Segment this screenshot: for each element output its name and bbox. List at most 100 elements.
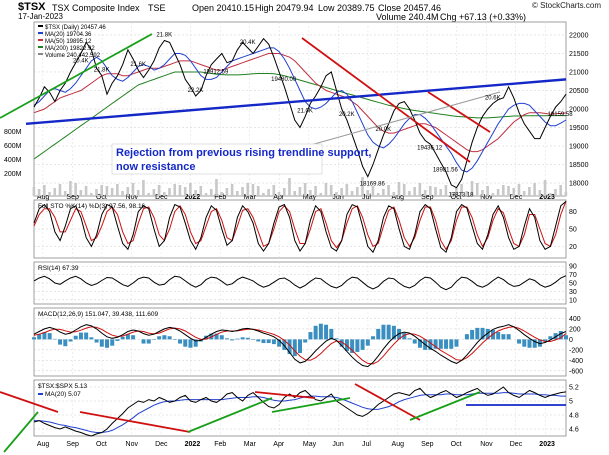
volume-bar [465,191,469,196]
panel-frame-4 [33,379,567,437]
macd-histogram-bar [313,325,318,340]
y-tick-label: 50 [569,227,577,234]
x-month-label: May [303,194,317,201]
macd-histogram-bar [178,339,183,344]
price-annotation: 20.2K [339,112,355,118]
price-annotation: 21.6K [130,62,146,68]
volume-bar [69,181,72,196]
price-legend-item: $TSX (Daily) 20457.46 [45,25,106,31]
macd-histogram-bar [548,336,553,340]
price-annotation: 18169.86 [360,182,386,188]
y-tick-label: 70 [569,272,577,279]
volume-bar [554,189,557,196]
volume-tick-label: 200M [4,171,22,178]
y-tick-label: -200 [569,347,583,354]
x-month-label: 2023 [539,194,555,201]
volume-bar [199,186,203,196]
macd-histogram-bar [376,328,381,340]
volume-bar [126,187,130,196]
volume-bar [475,183,479,196]
macd-histogram-bar [334,338,339,340]
price-annotation: 20.4K [73,58,89,64]
x-month-label: Oct [451,441,462,448]
high-quote: High 20479.94 [255,3,314,13]
volume-bar [220,192,223,196]
macd-histogram-bar [381,324,386,340]
volume-bar [512,188,516,196]
macd-histogram-bar [339,339,344,347]
macd-histogram-bar [329,328,334,340]
y-tick-label: -400 [569,358,583,365]
x-month-label: Sep [66,194,79,201]
volume-bar [178,185,182,196]
macd-histogram-bar [558,331,563,340]
macd-histogram-bar [360,339,365,350]
y-tick-label: 30 [569,289,577,296]
volume-bar [116,184,119,196]
volume-bar [282,188,286,196]
x-month-label: Feb [214,441,226,448]
volume-bar [63,191,67,196]
macd-histogram-bar [517,339,522,344]
sto-legend: Full STO %K(14) %D(3) 97.56, 98.16 [38,203,146,210]
macd-histogram-bar [386,324,391,340]
macd-histogram-bar [256,339,261,342]
green-trendline [0,33,153,119]
x-month-label: Jul [362,441,371,448]
volume-bar [522,191,526,196]
y-tick-label: 400 [569,316,581,323]
macd-histogram-bar [32,337,36,340]
volume-bar [288,178,291,196]
volume-bar [449,192,453,196]
macd-histogram-bar [324,324,329,340]
price-annotation: 20.6K [485,95,501,101]
volume-bar [543,180,547,196]
macd-histogram-bar [58,339,63,345]
volume-bar [538,190,542,196]
macd-histogram-bar [63,339,68,347]
macd-histogram-bar [99,339,104,347]
volume-bar [236,191,239,196]
macd-histogram-bar [110,339,115,346]
macd-histogram-bar [428,339,433,350]
volume-bar [314,186,317,196]
rsi-legend: RSI(14) 67.39 [38,265,79,272]
macd-histogram-bar [89,337,94,340]
volume-bar [157,185,161,196]
volume-bar [230,184,234,196]
sto-k-line [33,201,567,254]
macd-histogram-bar [277,339,282,347]
macd-histogram-bar [501,334,506,340]
macd-histogram-bar [245,337,250,340]
macd-histogram-bar [219,335,224,340]
x-month-label: Aug [392,441,405,448]
macd-histogram-bar [532,339,537,348]
chart-header: $TSX TSX Composite Index TSE 17-Jan-2023… [0,0,609,22]
y-tick-label: 18500 [569,162,589,169]
price-annotation: 20.0K [375,127,391,133]
macd-histogram-bar [240,337,245,340]
macd-histogram-bar [193,339,198,347]
ratio-red-line-2 [79,411,191,433]
x-month-label: Jul [362,194,371,201]
x-month-label: May [303,441,317,448]
volume-bar [350,191,354,196]
volume-bar [444,185,448,196]
volume-bar [335,192,338,196]
macd-histogram-bar [125,334,130,340]
volume-bar [152,189,156,196]
ratio-legend-2: MA(20) 5.07 [45,391,81,398]
y-tick-label: 18000 [569,181,589,188]
macd-histogram-bar [146,339,151,344]
x-month-label: Feb [214,194,226,201]
price-annotation: 19480.00 [271,77,297,83]
macd-histogram-bar [162,335,167,340]
macd-histogram-bar [433,339,438,349]
volume-bar [43,185,46,196]
macd-histogram-bar [412,339,417,344]
legend-swatch [38,46,43,48]
legend-swatch [38,39,43,41]
ratio-red-line-4 [354,383,421,421]
macd-histogram-bar [157,336,162,340]
x-month-label: 2023 [539,441,555,448]
